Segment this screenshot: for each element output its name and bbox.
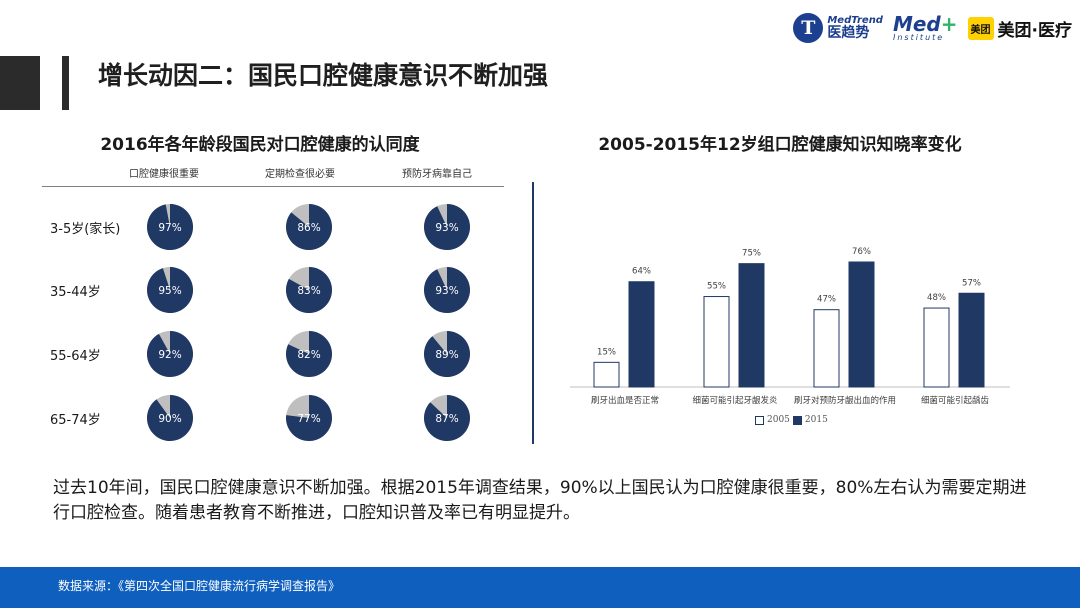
bar-value-label: 76% xyxy=(852,247,871,257)
row-label: 3-5岁(家长) xyxy=(50,222,121,237)
bar-2015 xyxy=(738,263,765,388)
legend-swatch-2015 xyxy=(792,415,802,425)
pie-chart xyxy=(424,204,470,250)
pie-value-label: 86% xyxy=(297,222,321,234)
category-label: 细菌可能引起龋齿 xyxy=(921,395,990,406)
pie-chart xyxy=(424,331,470,377)
pie-slice-main xyxy=(147,204,193,250)
category-label: 刷牙出血是否正常 xyxy=(591,395,659,406)
row-label: 65-74岁 xyxy=(50,413,101,428)
pie-slice-main xyxy=(286,395,332,441)
logo-area: T MedTrend 医趋势 Med+ Institute 美团 美团·医疗 xyxy=(793,10,1072,46)
summary-text: 过去10年间，国民口腔健康意识不断加强。根据2015年调查结果，90%以上国民认… xyxy=(53,478,1027,523)
bar-2005 xyxy=(813,309,840,388)
bar-2015 xyxy=(848,261,875,388)
left-chart-title: 2016年各年龄段国民对口腔健康的认同度 xyxy=(100,135,420,155)
pie-slice-main xyxy=(147,331,193,377)
footer-source: 数据来源：《第四次全国口腔健康流行病学调查报告》 xyxy=(58,579,341,593)
header-block xyxy=(0,56,40,110)
category-label: 细菌可能引起牙龈发炎 xyxy=(692,395,778,406)
column-header: 预防牙病靠自己 xyxy=(402,169,472,180)
pie-slice-main xyxy=(147,395,193,441)
bar-chart: 15% 64% 刷牙出血是否正常 55% 75% 细菌可能引起牙龈发炎 47% 76% 刷牙对预… xyxy=(570,247,1010,406)
pie-chart xyxy=(424,395,470,441)
medplus-logo-main: Med xyxy=(892,12,941,36)
pie-chart xyxy=(147,267,193,313)
pie-value-label: 89% xyxy=(435,349,459,361)
pie-chart xyxy=(424,267,470,313)
pie-slice-main xyxy=(286,331,332,377)
pie-value-label: 90% xyxy=(158,413,182,425)
meituan-logo-badge: 美团 xyxy=(967,16,994,40)
pie-slice-main xyxy=(424,204,470,250)
bar-2015 xyxy=(958,292,985,388)
pie-chart xyxy=(147,395,193,441)
bar-value-label: 15% xyxy=(597,347,616,357)
bar-value-label: 48% xyxy=(927,293,946,303)
pie-value-label: 93% xyxy=(435,222,459,234)
bar-2015 xyxy=(628,281,655,388)
legend-swatch-2005 xyxy=(755,415,764,425)
medtrend-logo-en: MedTrend xyxy=(827,15,883,26)
pie-slice-main xyxy=(424,395,470,441)
pie-chart xyxy=(286,395,332,441)
pie-slice-main xyxy=(424,331,470,377)
medtrend-logo-icon: T xyxy=(793,13,824,43)
row-label: 35-44岁 xyxy=(50,285,101,300)
header-bar xyxy=(62,56,69,110)
medplus-logo: Med+ Institute xyxy=(893,14,958,42)
meituan-logo: 美团 美团·医疗 xyxy=(967,16,1072,41)
pie-value-label: 87% xyxy=(435,413,459,425)
pie-slice-main xyxy=(286,204,332,250)
pie-chart xyxy=(286,267,332,313)
bar-2005 xyxy=(593,361,620,388)
row-label: 55-64岁 xyxy=(50,349,101,364)
pie-chart xyxy=(147,204,193,250)
medtrend-logo-cn: 医趋势 xyxy=(827,25,870,41)
footer-bar xyxy=(0,567,1080,608)
bar-2005 xyxy=(923,307,950,388)
pie-value-label: 97% xyxy=(158,222,182,234)
medtrend-logo: T MedTrend 医趋势 xyxy=(793,13,883,43)
bar-value-label: 47% xyxy=(817,295,836,305)
pie-value-label: 93% xyxy=(435,285,459,297)
medplus-logo-plus: + xyxy=(940,12,958,36)
pie-chart xyxy=(286,204,332,250)
bar-value-label: 57% xyxy=(962,278,981,288)
legend-label-2005: 2005 xyxy=(767,415,790,425)
column-header: 定期检查很必要 xyxy=(265,169,335,180)
slide-title: 增长动因二：国民口腔健康意识不断加强 xyxy=(98,61,549,90)
pie-slice-main xyxy=(424,267,470,313)
medplus-logo-sub: Institute xyxy=(892,33,945,42)
pie-value-label: 92% xyxy=(158,349,182,361)
chart-divider xyxy=(532,182,534,444)
pie-chart xyxy=(286,331,332,377)
bar-value-label: 55% xyxy=(707,282,726,292)
legend-label-2015: 2015 xyxy=(804,415,828,425)
chart-legend: 2005 2015 xyxy=(755,415,828,425)
bar-value-label: 64% xyxy=(632,267,651,277)
header-rule xyxy=(42,186,504,187)
pie-value-label: 82% xyxy=(297,349,321,361)
pie-value-label: 77% xyxy=(297,413,321,425)
pie-value-label: 95% xyxy=(158,285,182,297)
pie-value-label: 83% xyxy=(297,285,321,297)
bar-2005 xyxy=(703,296,730,388)
pie-slice-main xyxy=(286,267,332,313)
pie-slice-main xyxy=(147,267,193,313)
pie-chart xyxy=(147,331,193,377)
category-label: 刷牙对预防牙龈出血的作用 xyxy=(794,395,896,406)
meituan-logo-text: 美团·医疗 xyxy=(997,20,1072,41)
right-chart-title: 2005-2015年12岁组口腔健康知识知晓率变化 xyxy=(598,135,962,155)
bar-value-label: 75% xyxy=(742,249,761,259)
column-header: 口腔健康很重要 xyxy=(129,169,199,180)
